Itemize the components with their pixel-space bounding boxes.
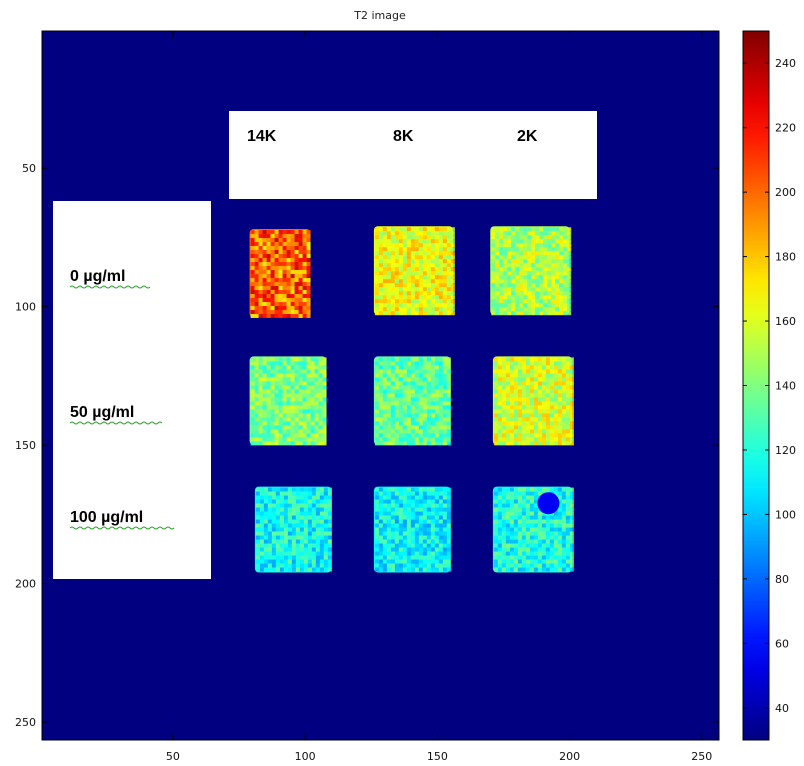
y-tick-label-250: 250: [15, 716, 36, 729]
x-axis-ticks: 50 100 150 200 250: [166, 31, 712, 763]
column-label-2k: 2K: [517, 128, 538, 145]
well-2k-9: [492, 486, 574, 573]
well-8k-5: [373, 356, 451, 446]
colorbar-tick-label-40: 40: [775, 702, 789, 715]
well-8k-2: [373, 226, 455, 316]
colorbar-tick-label-160: 160: [775, 315, 796, 328]
colorbar-tick-label-220: 220: [775, 122, 796, 135]
x-tick-label-200: 200: [559, 750, 580, 763]
well-14k-7: [254, 486, 332, 573]
colorbar: 40 60 80 100 120 140 160 180 200 220 240: [742, 30, 796, 741]
y-tick-label-50: 50: [22, 162, 36, 175]
row-label-box: [53, 201, 211, 579]
column-label-box: [229, 111, 597, 199]
y-axis-ticks: 50 100 150 200 250: [15, 162, 719, 729]
colorbar-tick-label-180: 180: [775, 251, 796, 264]
colorbar-ticks: 40 60 80 100 120 140 160 180 200 220 240: [743, 57, 796, 715]
row-label-100: 100 µg/ml: [70, 509, 143, 526]
colorbar-gradient: [743, 31, 769, 740]
spell-underline-100: [69, 526, 175, 530]
row-label-0: 0 µg/ml: [70, 268, 125, 285]
y-tick-label-200: 200: [15, 578, 36, 591]
x-tick-label-50: 50: [166, 750, 180, 763]
x-tick-label-100: 100: [295, 750, 316, 763]
chart-title: T2 image: [353, 9, 406, 22]
colorbar-tick-label-120: 120: [775, 444, 796, 457]
colorbar-frame: [742, 30, 770, 741]
y-tick-label-100: 100: [15, 301, 36, 314]
x-tick-label-150: 150: [427, 750, 448, 763]
wells-layer: [249, 226, 574, 573]
column-label-14k: 14K: [247, 128, 277, 145]
well-2k-6: [492, 356, 574, 446]
colorbar-tick-label-140: 140: [775, 380, 796, 393]
y-tick-label-150: 150: [15, 439, 36, 452]
column-label-8k: 8K: [393, 128, 414, 145]
colorbar-tick-label-100: 100: [775, 508, 796, 521]
colorbar-tick-label-80: 80: [775, 573, 789, 586]
spell-underline-0: [69, 285, 151, 289]
spell-underline-50: [69, 421, 163, 425]
colorbar-tick-label-240: 240: [775, 57, 796, 70]
dark-spot: [537, 492, 560, 515]
well-8k-8: [373, 486, 451, 573]
well-14k-4: [249, 356, 327, 446]
colorbar-tick-label-200: 200: [775, 186, 796, 199]
well-2k-3: [490, 226, 572, 316]
plot-frame: [41, 30, 720, 741]
well-14k-1: [249, 229, 311, 319]
label-boxes: 14K 8K 2K 0 µg/ml 50 µg/ml 100 µg/ml: [53, 111, 597, 579]
colorbar-tick-label-60: 60: [775, 637, 789, 650]
x-tick-label-250: 250: [691, 750, 712, 763]
row-label-50: 50 µg/ml: [70, 404, 134, 421]
